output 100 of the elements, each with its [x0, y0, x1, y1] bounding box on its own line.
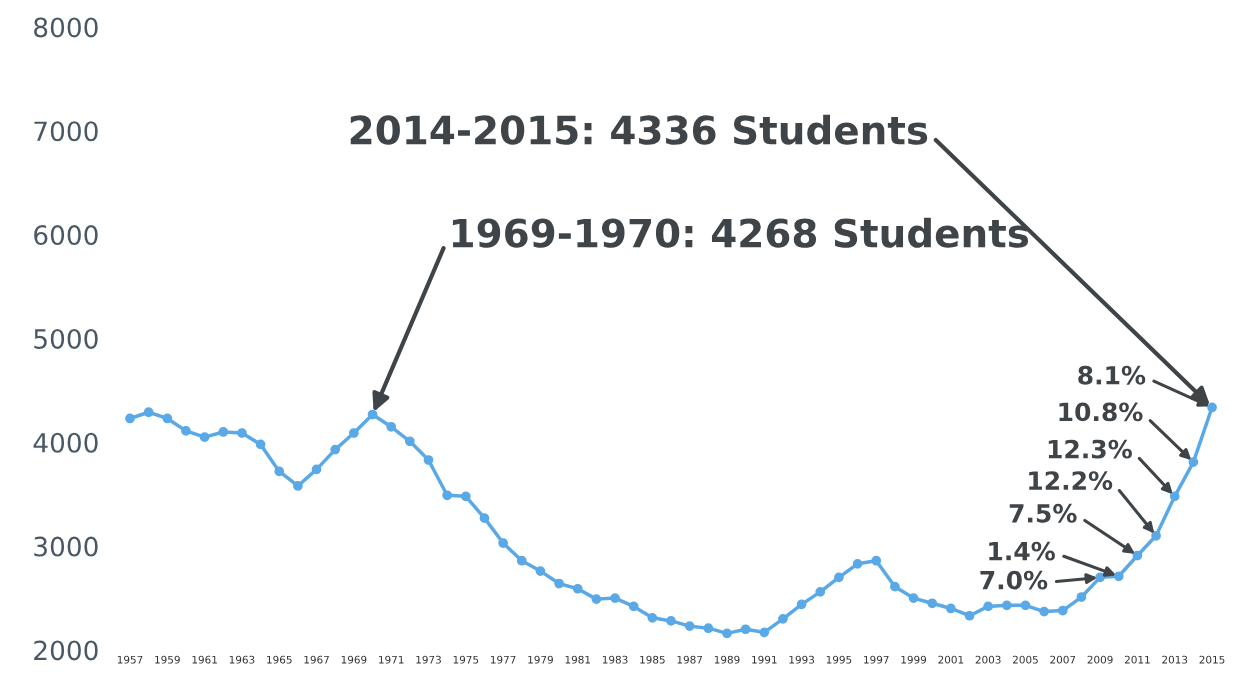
point: [237, 428, 247, 438]
point: [647, 612, 658, 623]
point: [703, 623, 714, 634]
point: [1001, 600, 1012, 611]
x-tick-label: 2011: [1124, 655, 1150, 664]
x-tick-label: 1959: [155, 655, 180, 664]
point: [367, 409, 378, 420]
point: [908, 593, 919, 603]
annotation: 12.2%: [1029, 471, 1113, 491]
point: [199, 432, 210, 443]
point: [1076, 592, 1087, 602]
x-tick-label: 1973: [416, 655, 441, 664]
point: [759, 627, 770, 638]
point: [572, 583, 583, 594]
point: [740, 624, 751, 635]
point: [218, 427, 229, 437]
point: [927, 598, 938, 609]
x-tick-label: 1999: [901, 655, 927, 664]
x-tick-label: 1971: [379, 655, 404, 664]
x-tick-label: 2015: [1199, 655, 1225, 664]
point: [1207, 402, 1217, 413]
point: [554, 578, 564, 589]
point: [460, 491, 471, 502]
x-tick-label: 1977: [491, 655, 516, 664]
point: [349, 428, 359, 438]
x-tick-label: 1975: [453, 655, 479, 664]
point: [722, 628, 732, 639]
y-tick-label: 2000: [34, 640, 98, 661]
y-tick-label: 3000: [34, 536, 98, 557]
x-tick-label: 2007: [1050, 655, 1076, 664]
point: [1188, 457, 1199, 467]
x-tick-label: 1983: [602, 655, 628, 664]
x-tick-label: 1963: [229, 655, 255, 664]
point: [796, 599, 807, 610]
x-tick-label: 1985: [640, 655, 665, 664]
point: [498, 538, 508, 548]
point: [852, 558, 863, 569]
point: [293, 481, 303, 491]
annotation: 7.0%: [980, 570, 1048, 590]
x-tick-label: 1989: [714, 655, 740, 664]
y-tick-label: 4000: [33, 432, 98, 453]
point: [311, 464, 322, 475]
point: [162, 413, 173, 424]
point: [535, 566, 546, 576]
point: [834, 572, 844, 583]
point: [274, 466, 285, 477]
point: [666, 616, 676, 626]
x-tick-label: 1969: [341, 655, 367, 664]
annotation: 8.1%: [1078, 365, 1146, 385]
point: [1132, 550, 1143, 561]
annotation: 7.5%: [1009, 503, 1077, 523]
x-tick-label: 1993: [789, 655, 815, 664]
x-tick-label: 1965: [267, 655, 292, 664]
x-tick-label: 1987: [677, 655, 703, 664]
annotation: 12.3%: [1048, 439, 1132, 459]
point: [255, 439, 266, 450]
x-tick-label: 1997: [864, 655, 889, 664]
point: [591, 594, 602, 604]
point: [684, 621, 695, 631]
point: [1169, 491, 1180, 502]
x-tick-label: 2009: [1087, 655, 1113, 664]
annotation: 10.8%: [1059, 402, 1143, 422]
point: [442, 490, 453, 501]
point: [815, 586, 826, 597]
point: [1057, 605, 1068, 616]
point: [1020, 600, 1031, 611]
point: [1039, 606, 1049, 617]
point: [479, 513, 490, 524]
x-tick-label: 1967: [304, 655, 329, 664]
point: [628, 601, 639, 612]
point: [423, 455, 434, 465]
x-tick-label: 1979: [528, 655, 553, 664]
point: [125, 413, 135, 424]
point: [778, 613, 788, 624]
annotation: 1.4%: [989, 541, 1055, 561]
point: [404, 436, 415, 447]
point: [516, 555, 527, 566]
y-tick-label: 5000: [34, 328, 98, 349]
x-tick-label: 1991: [752, 655, 777, 664]
point: [871, 555, 882, 566]
annotation: 1969-1970: 4268 Students: [452, 217, 1029, 248]
point: [330, 444, 341, 455]
x-tick-label: 1995: [826, 655, 852, 664]
point: [143, 407, 154, 418]
point: [181, 426, 191, 436]
point: [964, 610, 975, 621]
x-tick-label: 2001: [938, 655, 964, 664]
x-tick-label: 1961: [192, 655, 217, 664]
x-tick-label: 2013: [1162, 655, 1188, 664]
x-tick-label: 2005: [1012, 655, 1038, 664]
annotation: 2014-2015: 4336 Students: [350, 114, 928, 145]
y-tick-label: 6000: [34, 225, 98, 246]
x-tick-label: 1957: [117, 655, 143, 664]
point: [386, 421, 397, 432]
y-tick-label: 8000: [34, 17, 98, 38]
point: [890, 581, 900, 592]
point: [1095, 572, 1105, 583]
x-tick-label: 1981: [565, 655, 591, 664]
point: [1151, 530, 1161, 541]
point: [945, 603, 956, 614]
